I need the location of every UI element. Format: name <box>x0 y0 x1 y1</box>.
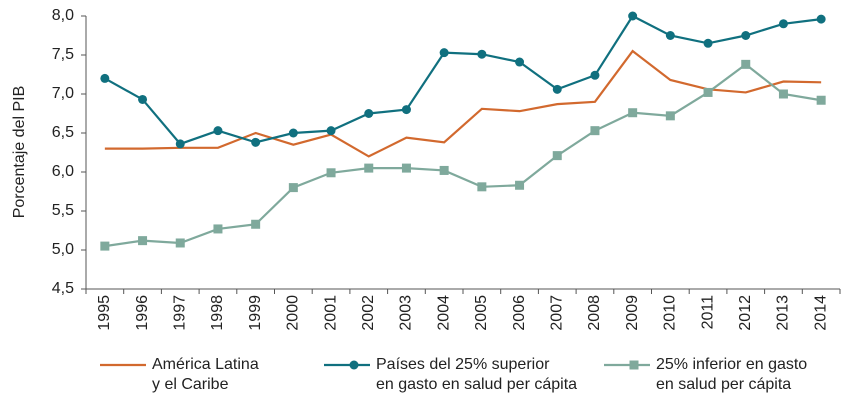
y-tick-label: 5,5 <box>52 202 74 219</box>
x-tick-label: 1997 <box>171 295 188 331</box>
legend-symbol <box>324 360 370 370</box>
y-tick-label: 7,0 <box>52 85 74 102</box>
point <box>326 126 336 136</box>
x-tick-label: 2004 <box>435 295 452 331</box>
point <box>590 70 600 80</box>
legend-label: América Latina y el Caribe <box>152 356 259 393</box>
point <box>629 360 639 370</box>
point <box>138 236 148 246</box>
point <box>477 182 487 192</box>
point <box>816 14 826 24</box>
point <box>100 73 110 83</box>
x-tick-label: 2010 <box>662 295 679 331</box>
legend-symbol <box>100 363 146 367</box>
x-tick-label: 2000 <box>285 295 302 331</box>
chart: Porcentaje del PIB 4,5 5,0 5,5 6,0 6,5 7,0 7,5… <box>11 7 841 331</box>
point <box>326 168 336 178</box>
x-tick-label: 2001 <box>322 295 339 331</box>
x-tick-label: 2007 <box>548 295 565 331</box>
x-tick-label: 2011 <box>699 295 716 330</box>
point <box>741 59 751 69</box>
point <box>515 57 525 67</box>
x-tick-label: 1996 <box>134 295 151 331</box>
series-line <box>104 62 822 248</box>
x-tick-label: 2006 <box>511 295 528 331</box>
point <box>213 126 223 136</box>
y-tick-label: 8,0 <box>52 7 74 24</box>
point <box>401 163 411 173</box>
point <box>703 38 713 48</box>
legend-symbol <box>604 360 650 370</box>
point <box>703 87 713 97</box>
point <box>778 89 788 99</box>
point <box>552 151 562 161</box>
point <box>628 11 638 21</box>
y-tick-label: 6,0 <box>52 163 74 180</box>
point <box>364 163 374 173</box>
y-tick-label: 6,5 <box>52 124 74 141</box>
series-line <box>104 49 822 158</box>
point <box>552 84 562 94</box>
y-axis-label: Porcentaje del PIB <box>11 86 28 219</box>
point <box>778 19 788 29</box>
x-tick-label: 1995 <box>96 295 113 331</box>
legend-item: América Latina y el Caribe <box>100 355 259 395</box>
point <box>364 109 374 118</box>
legend-item: 25% inferior en gasto en salud per cápit… <box>604 355 807 395</box>
point <box>590 126 600 136</box>
x-tick-label: 2005 <box>473 295 490 331</box>
point <box>665 111 675 121</box>
point <box>288 128 298 138</box>
legend-label: Países del 25% superior en gasto en salu… <box>376 356 578 393</box>
x-tick-label: 1998 <box>209 295 226 331</box>
point <box>251 219 261 229</box>
x-tick-label: 2012 <box>737 295 754 331</box>
point <box>100 241 110 251</box>
x-tick-label: 2008 <box>586 295 603 331</box>
point <box>138 94 148 104</box>
point <box>175 238 185 248</box>
point <box>401 105 411 115</box>
point <box>816 95 826 105</box>
y-tick-label: 5,0 <box>52 241 74 258</box>
point <box>477 49 487 59</box>
x-tick-label: 2014 <box>812 295 829 331</box>
point <box>439 48 449 58</box>
point <box>175 139 185 149</box>
x-tick-label: 1999 <box>247 295 264 331</box>
y-tick-label: 7,5 <box>52 46 74 63</box>
y-tick-label: 4,5 <box>52 280 74 297</box>
x-tick-label: 2009 <box>624 295 641 331</box>
point <box>213 224 223 234</box>
point <box>628 108 638 118</box>
point <box>665 31 675 40</box>
legend-item: Países del 25% superior en gasto en salu… <box>324 355 577 395</box>
x-tick-label: 2003 <box>398 295 415 331</box>
point <box>439 165 449 175</box>
point <box>741 31 751 40</box>
point <box>288 183 298 193</box>
point <box>349 360 359 370</box>
point <box>515 180 525 190</box>
x-tick-label: 2002 <box>360 295 377 331</box>
legend-label: 25% inferior en gasto en salud per cápit… <box>656 356 808 393</box>
x-tick-label: 2013 <box>775 295 792 331</box>
point <box>251 137 261 147</box>
series-line <box>104 14 822 146</box>
